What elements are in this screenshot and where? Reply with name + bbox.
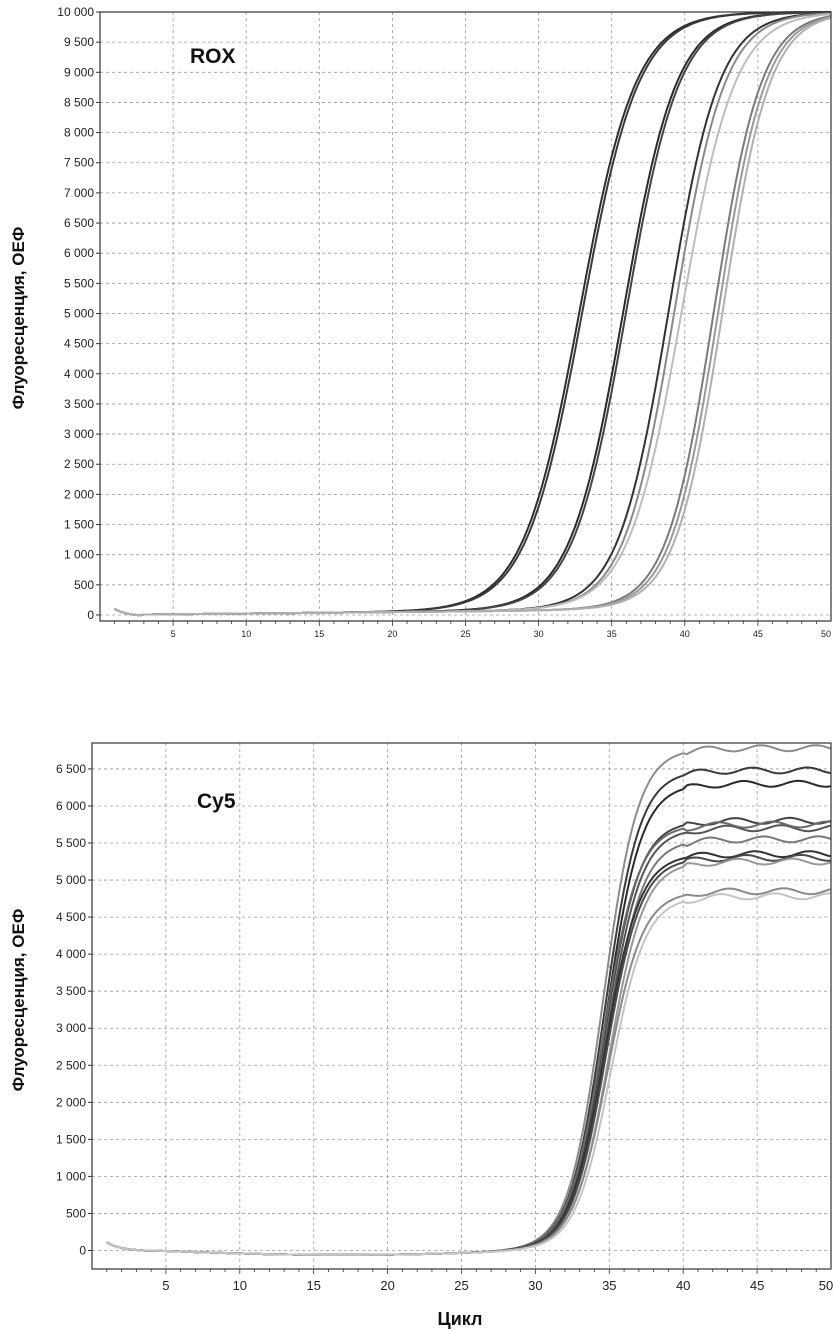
rox-x-tick-label: 35 bbox=[607, 629, 617, 639]
cy5-y-axis-label: Флуоресценция, ОЕФ bbox=[9, 909, 28, 1092]
rox-y-tick-label: 8 500 bbox=[64, 95, 94, 109]
cy5-y-tick-label: 5 500 bbox=[56, 836, 86, 850]
x-axis-label: Цикл bbox=[438, 1309, 483, 1329]
cy5-y-tick-label: 6 500 bbox=[56, 762, 86, 776]
cy5-x-tick-label: 25 bbox=[454, 1278, 468, 1293]
cy5-y-tick-label: 2 000 bbox=[56, 1095, 86, 1109]
cy5-series-line bbox=[106, 892, 832, 1256]
cy5-x-tick-label: 50 bbox=[819, 1278, 833, 1293]
cy5-x-tick-label: 5 bbox=[162, 1278, 169, 1293]
cy5-grid bbox=[92, 743, 831, 1269]
cy5-y-tick-label: 6 000 bbox=[56, 799, 86, 813]
rox-y-tick-label: 9 500 bbox=[64, 35, 94, 49]
cy5-series-line bbox=[106, 853, 832, 1256]
rox-series-line bbox=[114, 12, 832, 617]
cy5-x-tick-label: 15 bbox=[306, 1278, 320, 1293]
cy5-y-ticks: 0 500 1 000 1 500 2 000 2 500 3 000 3 500 4 000 4… bbox=[56, 762, 92, 1257]
cy5-y-tick-label: 0 bbox=[79, 1243, 86, 1257]
rox-x-tick-label: 45 bbox=[753, 629, 763, 639]
cy5-y-tick-label: 4 500 bbox=[56, 910, 86, 924]
cy5-series bbox=[106, 744, 832, 1256]
cy5-panel-label: Cy5 bbox=[197, 790, 236, 813]
rox-series-line bbox=[114, 15, 832, 617]
rox-y-tick-label: 0 bbox=[87, 608, 94, 622]
rox-x-tick-label: 50 bbox=[821, 629, 831, 639]
rox-x-tick-label: 20 bbox=[387, 629, 397, 639]
rox-y-tick-label: 1 500 bbox=[64, 518, 94, 532]
rox-y-tick-label: 7 000 bbox=[64, 186, 94, 200]
cy5-x-tick-label: 30 bbox=[528, 1278, 542, 1293]
rox-y-tick-label: 6 000 bbox=[64, 246, 94, 260]
rox-x-tick-label: 40 bbox=[680, 629, 690, 639]
rox-y-tick-label: 5 000 bbox=[64, 306, 94, 320]
rox-y-ticks: 0 500 1 000 1 500 2 000 2 500 3 000 3 500 4 000 4… bbox=[57, 5, 100, 622]
cy5-series-line bbox=[106, 857, 832, 1256]
cy5-x-tick-label: 20 bbox=[380, 1278, 394, 1293]
cy5-series-line bbox=[106, 820, 832, 1256]
cy5-x-tick-label: 10 bbox=[233, 1278, 247, 1293]
cy5-x-tick-label: 45 bbox=[750, 1278, 764, 1293]
rox-y-tick-label: 7 500 bbox=[64, 156, 94, 170]
rox-y-tick-label: 5 500 bbox=[64, 276, 94, 290]
rox-series-line bbox=[114, 13, 832, 617]
rox-series-line bbox=[114, 17, 832, 617]
rox-series-line bbox=[114, 12, 832, 617]
rox-x-ticks: 5 10 15 20 25 30 35 40 45 50 bbox=[114, 621, 831, 639]
rox-x-tick-label: 30 bbox=[534, 629, 544, 639]
cy5-series-line bbox=[106, 835, 832, 1256]
rox-y-tick-label: 500 bbox=[74, 578, 94, 592]
cy5-series-line bbox=[106, 850, 832, 1256]
rox-x-tick-label: 5 bbox=[171, 629, 176, 639]
rox-y-tick-label: 1 000 bbox=[64, 548, 94, 562]
cy5-y-tick-label: 5 000 bbox=[56, 873, 86, 887]
cy5-y-tick-label: 1 500 bbox=[56, 1132, 86, 1146]
cy5-chart: 0 500 1 000 1 500 2 000 2 500 3 000 3 500 4 000 4… bbox=[9, 742, 833, 1329]
rox-y-tick-label: 8 000 bbox=[64, 126, 94, 140]
cy5-y-tick-label: 500 bbox=[66, 1206, 86, 1220]
cy5-series-line bbox=[106, 816, 832, 1256]
cy5-y-tick-label: 3 000 bbox=[56, 1021, 86, 1035]
rox-y-tick-label: 2 000 bbox=[64, 487, 94, 501]
rox-series bbox=[114, 11, 832, 617]
cy5-series-line bbox=[106, 779, 832, 1256]
rox-y-tick-label: 6 500 bbox=[64, 216, 94, 230]
cy5-series-line bbox=[106, 887, 832, 1256]
rox-series-line bbox=[114, 16, 832, 617]
rox-x-tick-label: 15 bbox=[314, 629, 324, 639]
cy5-x-ticks: 5 10 15 20 25 30 35 40 45 50 bbox=[106, 1269, 833, 1293]
cy5-x-tick-label: 35 bbox=[602, 1278, 616, 1293]
rox-x-tick-label: 25 bbox=[460, 629, 470, 639]
rox-y-tick-label: 3 500 bbox=[64, 397, 94, 411]
rox-x-tick-label: 10 bbox=[241, 629, 251, 639]
rox-grid bbox=[100, 12, 831, 621]
rox-chart: 0 500 1 000 1 500 2 000 2 500 3 000 3 500 4 000 4… bbox=[9, 5, 832, 639]
rox-y-tick-label: 4 500 bbox=[64, 337, 94, 351]
rox-y-axis-label: Флуоресценция, ОЕФ bbox=[9, 227, 28, 410]
rox-y-tick-label: 4 000 bbox=[64, 367, 94, 381]
cy5-y-tick-label: 3 500 bbox=[56, 984, 86, 998]
rox-panel-label: ROX bbox=[190, 45, 236, 68]
cy5-y-tick-label: 4 000 bbox=[56, 947, 86, 961]
rox-y-tick-label: 9 000 bbox=[64, 65, 94, 79]
cy5-x-tick-label: 40 bbox=[676, 1278, 690, 1293]
rox-y-tick-label: 2 500 bbox=[64, 457, 94, 471]
cy5-y-tick-label: 2 500 bbox=[56, 1058, 86, 1072]
cy5-y-tick-label: 1 000 bbox=[56, 1169, 86, 1183]
rox-y-tick-label: 10 000 bbox=[57, 5, 94, 19]
rox-y-tick-label: 3 000 bbox=[64, 427, 94, 441]
